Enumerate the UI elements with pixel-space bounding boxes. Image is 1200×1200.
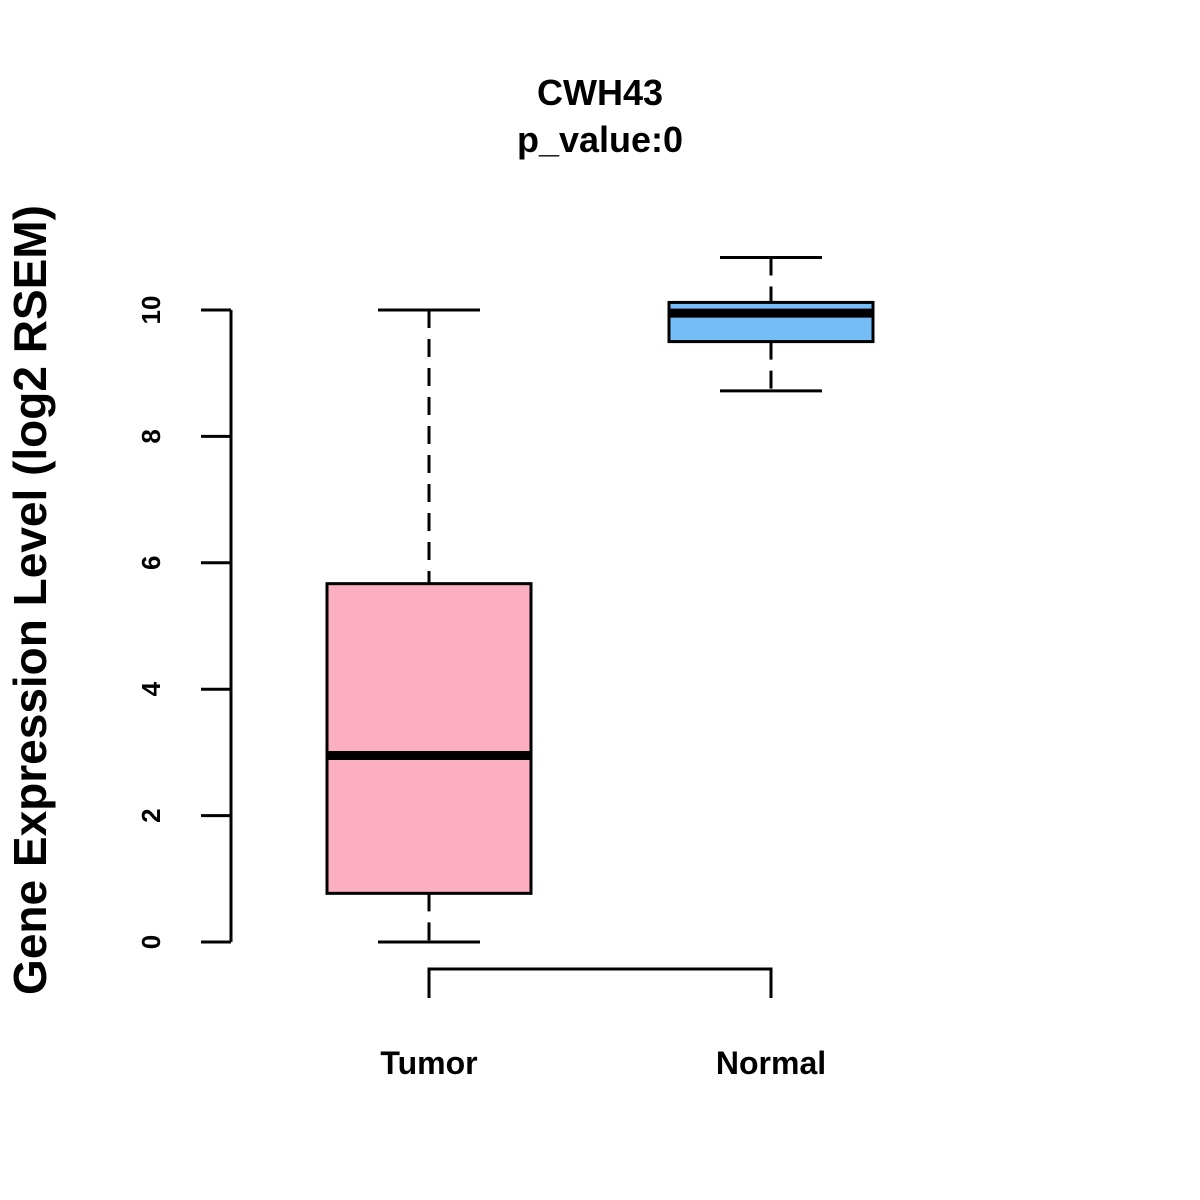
- category-label-normal: Normal: [716, 1045, 826, 1081]
- significance-bracket: [427, 967, 773, 998]
- y-tick-label: 8: [136, 429, 166, 443]
- y-tick-label: 2: [136, 808, 166, 822]
- y-tick-label: 0: [136, 935, 166, 949]
- y-tick-label: 4: [136, 681, 166, 696]
- y-axis-ticks: 0 2 4 6 8 10: [136, 296, 231, 949]
- y-axis-label: Gene Expression Level (log2 RSEM): [4, 205, 56, 995]
- y-tick-label: 6: [136, 556, 166, 570]
- tumor-box: [325, 582, 533, 895]
- chart-title: CWH43: [537, 72, 663, 113]
- y-tick-label: 10: [136, 296, 166, 325]
- chart-subtitle: p_value:0: [517, 119, 683, 160]
- category-label-tumor: Tumor: [380, 1045, 477, 1081]
- bracket-line: [427, 967, 773, 998]
- category-labels: Tumor Normal: [380, 1045, 826, 1081]
- boxes-layer: [325, 256, 875, 944]
- normal-box: [667, 300, 875, 344]
